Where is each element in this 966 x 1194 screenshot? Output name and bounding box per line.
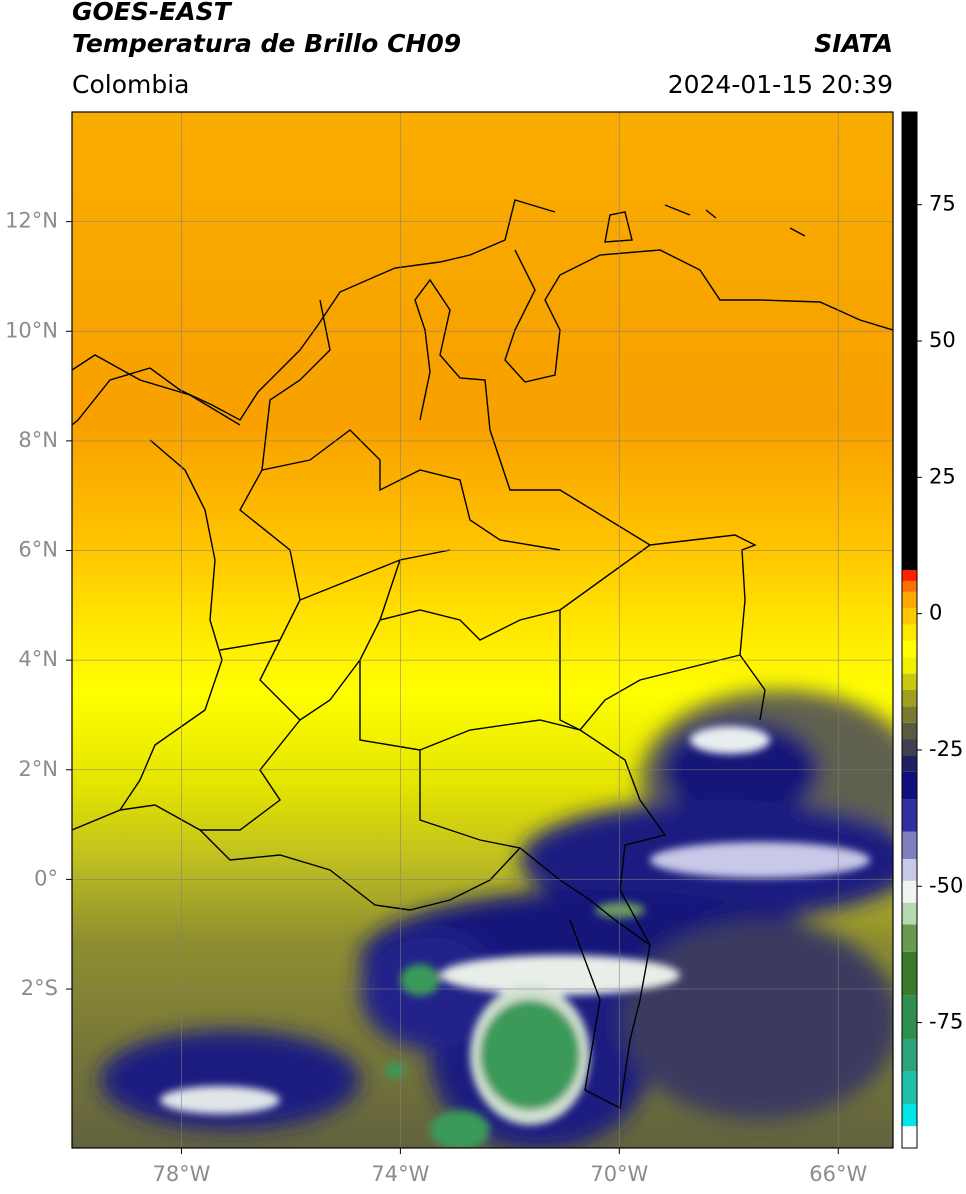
region: Colombia <box>72 70 189 99</box>
colorbar-band <box>902 570 917 581</box>
graticule <box>72 112 893 1148</box>
colorbar-band <box>902 859 917 881</box>
colorbar-frame <box>901 111 918 1149</box>
colorbar-tick-label: 50 <box>929 328 956 352</box>
colorbar-band <box>902 706 917 723</box>
colorbar-band <box>902 739 917 756</box>
y-tick-label: 4°N <box>18 647 58 671</box>
colorbar-band <box>902 591 917 609</box>
map-frame <box>71 111 894 1149</box>
colorbar-tick-label: 75 <box>929 192 956 216</box>
x-tick-label: 66°W <box>809 1162 867 1186</box>
colorbar-band <box>902 689 917 707</box>
y-tick-label: 12°N <box>5 209 58 233</box>
title: GOES-EAST <box>72 0 233 26</box>
colorbar-band <box>902 799 917 832</box>
x-tick-label: 78°W <box>152 1162 210 1186</box>
colorbar-tick-label: -75 <box>929 1010 963 1034</box>
x-tick-label: 74°W <box>371 1162 429 1186</box>
colorbar-band <box>902 995 917 1039</box>
colorbar-band <box>902 755 917 772</box>
colorbar-band <box>902 640 917 658</box>
colorbar-tick-label: -25 <box>929 737 963 761</box>
colorbar-band <box>902 1071 917 1105</box>
product: Temperatura de Brillo CH09 <box>72 29 461 58</box>
colorbar-band <box>902 880 917 903</box>
colorbar-band <box>902 673 917 690</box>
colorbar-band <box>902 580 917 592</box>
y-tick-label: 2°N <box>18 757 58 781</box>
y-tick-label: 10°N <box>5 318 58 342</box>
colorbar-tick-label: -50 <box>929 873 963 897</box>
source: SIATA <box>814 29 893 58</box>
colorbar-band <box>902 657 917 674</box>
colorbar-band <box>902 924 917 952</box>
colorbar-band <box>902 902 917 925</box>
colorbar-band <box>902 722 917 740</box>
colorbar-band <box>902 771 917 800</box>
colorbar-band <box>902 624 917 641</box>
y-tick-label: 6°N <box>18 538 58 562</box>
colorbar-band <box>902 831 917 860</box>
map-field <box>72 112 893 1148</box>
colorbar-band <box>902 951 917 996</box>
colorbar-band <box>902 608 917 625</box>
colorbar-band <box>902 1104 917 1127</box>
colorbar-band <box>902 112 917 571</box>
colorbar-band <box>902 1126 917 1148</box>
axis-labels: 78°W 74°W 70°W 66°W 12°N 10°N 8°N 6°N 4°N 2°N 0° 2°… <box>5 192 963 1186</box>
cold-cores <box>160 726 870 1148</box>
y-tick-label: 8°N <box>18 428 58 452</box>
x-tick-label: 70°W <box>590 1162 648 1186</box>
colorbar-tick-label: 25 <box>929 464 956 488</box>
colorbar-band <box>902 1038 917 1072</box>
y-tick-label: 2°S <box>21 976 58 1000</box>
datetime: 2024-01-15 20:39 <box>668 70 893 99</box>
colorbar-tick-label: 0 <box>929 601 942 625</box>
coastlines-borders <box>72 199 893 1110</box>
colorbar <box>902 112 917 1148</box>
y-tick-label: 0° <box>34 866 58 890</box>
